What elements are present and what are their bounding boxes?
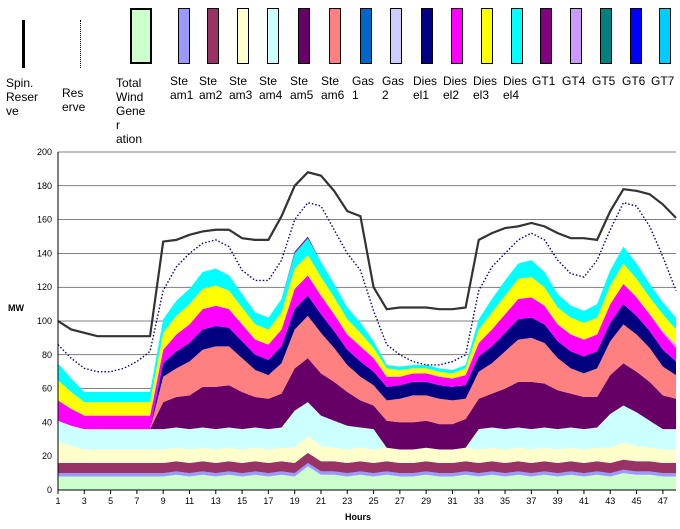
area-diesel2: [58, 275, 676, 430]
y-tick-label-180: 180: [37, 181, 52, 191]
x-tick-labels: 1 3 5 7 9 11 13 15 17 19 21 23 25 27 29 31 33 35 37 39 41 43 4…: [55, 496, 667, 506]
legend-swatch: [540, 8, 552, 64]
x-tick-label-11: 11: [185, 496, 194, 506]
legend-swatch: [451, 8, 463, 64]
legend-label: Gas 2: [382, 74, 405, 102]
legend-label: Ste am3: [229, 74, 253, 102]
legend-swatch: [570, 8, 582, 64]
area-steam2: [58, 452, 676, 474]
y-tick-label-0: 0: [47, 485, 52, 495]
legend-label: Ste am4: [259, 74, 283, 102]
legend-label: Dies el3: [473, 74, 498, 102]
legend-swatch: [237, 8, 249, 64]
x-tick-label-17: 17: [263, 496, 273, 506]
legend-swatch: [329, 8, 341, 64]
x-tick-label-45: 45: [632, 496, 642, 506]
y-tick-label-160: 160: [37, 215, 52, 225]
x-tick-label-3: 3: [82, 496, 87, 506]
legend-label: Gas 1: [352, 74, 375, 102]
legend-label: GT5: [592, 74, 616, 88]
y-tick-labels: 0 20 40 60 80 100 120 140 160 180 200: [37, 147, 52, 495]
x-tick-label-27: 27: [395, 496, 405, 506]
legend-swatch: [421, 8, 433, 64]
legend-label: Res erve: [62, 86, 86, 114]
x-tick-label-25: 25: [369, 496, 379, 506]
legend-swatch: [360, 8, 372, 64]
legend-swatch: [511, 8, 523, 64]
x-tick-label-15: 15: [237, 496, 247, 506]
legend-label: Dies el2: [443, 74, 468, 102]
area-steam1: [58, 462, 676, 477]
legend: Spin. Reser ve Res erve Total Wind Gener ation St…: [0, 0, 680, 146]
legend-swatch: [481, 8, 493, 64]
x-tick-label-5: 5: [108, 496, 113, 506]
legend-label: Dies el1: [413, 74, 438, 102]
legend-swatch: [80, 20, 81, 68]
x-tick-label-47: 47: [658, 496, 668, 506]
legend-label: GT4: [562, 74, 586, 88]
x-tick-label-41: 41: [579, 496, 589, 506]
area-total-wind-generation: [58, 466, 676, 490]
x-tick-label-1: 1: [55, 496, 60, 506]
y-axis-title: MW: [8, 303, 24, 313]
legend-label: Ste am2: [199, 74, 223, 102]
x-tick-label-29: 29: [421, 496, 431, 506]
legend-label: GT1: [532, 74, 556, 88]
legend-swatch: [130, 8, 152, 64]
legend-label: Dies el4: [503, 74, 528, 102]
y-tick-label-80: 80: [42, 350, 52, 360]
legend-label: GT7: [651, 74, 675, 88]
legend-swatch: [22, 20, 25, 68]
legend-label: Ste am1: [170, 74, 194, 102]
x-tick-label-37: 37: [526, 496, 536, 506]
x-tick-label-33: 33: [474, 496, 484, 506]
x-tick-label-43: 43: [605, 496, 615, 506]
legend-swatch: [267, 8, 279, 64]
x-tick-label-35: 35: [500, 496, 510, 506]
area-steam5: [58, 358, 676, 450]
legend-label: Ste am5: [290, 74, 314, 102]
legend-label: GT6: [622, 74, 646, 88]
line-reserve: [57, 201, 677, 373]
x-tick-label-9: 9: [161, 496, 166, 506]
legend-swatch: [659, 8, 671, 64]
y-tick-label-20: 20: [42, 451, 52, 461]
legend-label: Spin. Reser ve: [6, 76, 39, 118]
y-tick-label-200: 200: [37, 147, 52, 157]
y-tick-label-120: 120: [37, 282, 52, 292]
x-axis-title: Hours: [345, 512, 371, 522]
area-steam6: [58, 315, 676, 430]
legend-swatch: [390, 8, 402, 64]
x-tick-label-7: 7: [134, 496, 139, 506]
x-tick-label-39: 39: [553, 496, 563, 506]
x-tick-label-23: 23: [342, 496, 352, 506]
y-tick-label-60: 60: [42, 384, 52, 394]
legend-swatch: [207, 8, 219, 64]
x-tick-label-19: 19: [290, 496, 300, 506]
stacked-areas: [58, 236, 676, 490]
x-tick-label-13: 13: [211, 496, 221, 506]
legend-swatch: [600, 8, 612, 64]
x-tick-label-21: 21: [316, 496, 326, 506]
y-tick-label-140: 140: [37, 248, 52, 258]
area-diesel3: [58, 255, 676, 416]
area-steam4: [58, 402, 676, 450]
legend-label: Ste am6: [321, 74, 345, 102]
legend-swatch: [630, 8, 642, 64]
y-tick-label-100: 100: [37, 316, 52, 326]
legend-swatch: [178, 8, 190, 64]
x-tick-label-31: 31: [447, 496, 457, 506]
area-diesel4: [58, 238, 676, 403]
y-tick-label-40: 40: [42, 417, 52, 427]
legend-swatch: [298, 8, 310, 64]
area-steam3: [58, 435, 676, 463]
reserve-lines: [57, 171, 677, 373]
area-diesel1: [58, 295, 676, 430]
axes: [57, 152, 676, 494]
line-spin-reserve: [57, 171, 677, 338]
legend-label: Total Wind Gener ation: [116, 76, 146, 146]
